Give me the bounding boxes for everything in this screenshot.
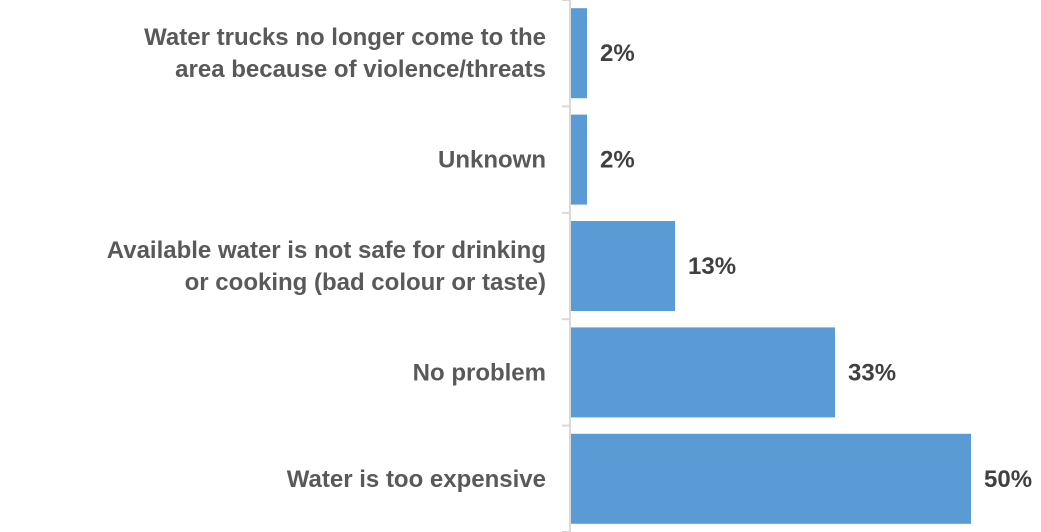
data-label: 33% xyxy=(848,359,896,386)
category-label: Water is too expensive xyxy=(287,466,546,493)
data-label: 50% xyxy=(984,466,1032,493)
category-axis xyxy=(562,0,571,532)
data-label: 2% xyxy=(600,147,635,174)
category-label-line: Unknown xyxy=(438,147,546,174)
bars xyxy=(571,8,971,524)
labels: 2% Water trucks no longer come to the area… xyxy=(107,24,1032,493)
category-label-line: Water trucks no longer come to the xyxy=(144,24,546,51)
data-label: 2% xyxy=(600,40,635,67)
data-label: 13% xyxy=(688,253,736,280)
bar xyxy=(571,114,587,205)
category-label: Available water is not safe for drinking… xyxy=(107,237,546,296)
category-label-line: or cooking (bad colour or taste) xyxy=(185,269,546,296)
category-label: Water trucks no longer come to the area b… xyxy=(144,24,546,83)
category-label-line: area because of violence/threats xyxy=(175,56,546,83)
bar xyxy=(571,327,835,418)
category-label-line: Water is too expensive xyxy=(287,466,546,493)
category-label-line: No problem xyxy=(413,359,546,386)
category-label: Unknown xyxy=(438,147,546,174)
bar xyxy=(571,433,971,524)
bar xyxy=(571,221,675,311)
bar xyxy=(571,8,587,99)
category-label-line: Available water is not safe for drinking xyxy=(107,237,546,264)
category-label: No problem xyxy=(413,359,546,386)
